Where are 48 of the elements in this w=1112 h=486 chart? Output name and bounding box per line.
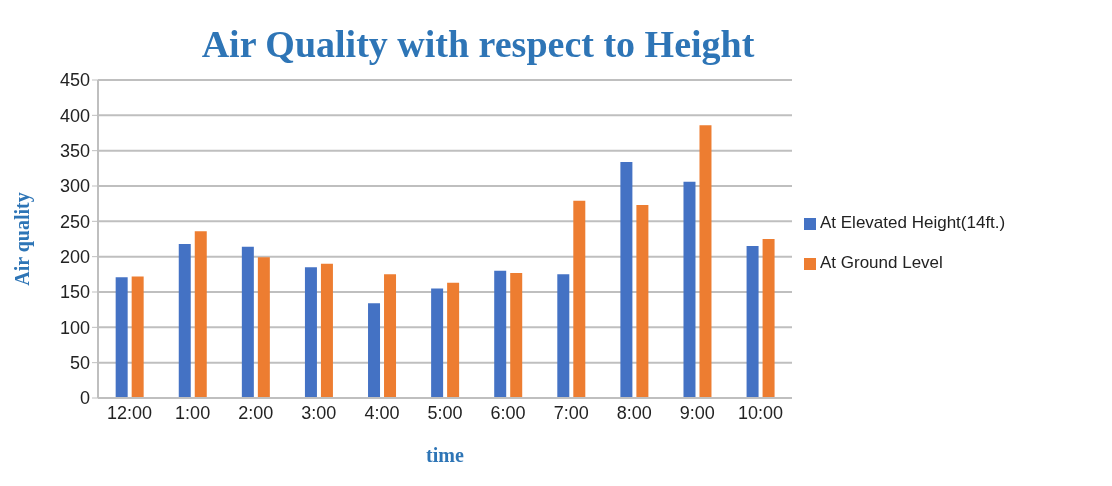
legend-label: At Ground Level (820, 253, 943, 272)
bar (131, 276, 144, 398)
bar (257, 257, 270, 398)
chart-title: Air Quality with respect to Height (200, 22, 756, 66)
y-tick-label: 200 (59, 247, 90, 268)
x-tick-label: 12:00 (107, 402, 153, 423)
x-tick-label: 4:00 (364, 402, 400, 423)
y-tick-label: 400 (59, 105, 90, 126)
bar (178, 243, 191, 398)
bar (683, 181, 696, 398)
x-tick-label: 1:00 (175, 402, 211, 423)
x-tick-label: 6:00 (490, 402, 526, 423)
bar (368, 303, 381, 398)
bar (384, 274, 397, 398)
bar (241, 246, 254, 398)
bar (746, 246, 759, 398)
y-tick-label: 150 (59, 282, 90, 303)
y-tick-label: 0 (79, 388, 90, 409)
bar (194, 231, 207, 398)
bar (762, 239, 775, 398)
y-tick-label: 50 (69, 353, 90, 374)
x-axis-title: time (426, 444, 464, 466)
bar (304, 267, 317, 398)
bar (620, 161, 633, 398)
bar (494, 270, 507, 398)
bar (447, 282, 460, 398)
x-tick-label: 10:00 (737, 402, 783, 423)
x-tick-label: 2:00 (238, 402, 274, 423)
bar (573, 200, 586, 398)
legend-label: At Elevated Height(14ft.) (820, 213, 1006, 232)
y-tick-label: 250 (59, 211, 90, 232)
y-tick-label: 450 (59, 70, 90, 91)
bar (115, 277, 128, 398)
bar (636, 205, 649, 398)
x-tick-label: 7:00 (553, 402, 589, 423)
x-tick-label: 9:00 (679, 402, 715, 423)
x-tick-label: 5:00 (427, 402, 463, 423)
x-tick-label: 8:00 (616, 402, 652, 423)
bar (510, 272, 523, 398)
bar (320, 263, 333, 398)
y-tick-label: 300 (59, 176, 90, 197)
bar (699, 125, 712, 398)
y-tick-label: 100 (59, 317, 90, 338)
y-tick-label: 350 (59, 141, 90, 162)
bar (557, 274, 570, 398)
y-axis-title: Air quality (11, 192, 35, 286)
x-tick-label: 3:00 (301, 402, 337, 423)
bar (431, 288, 444, 398)
